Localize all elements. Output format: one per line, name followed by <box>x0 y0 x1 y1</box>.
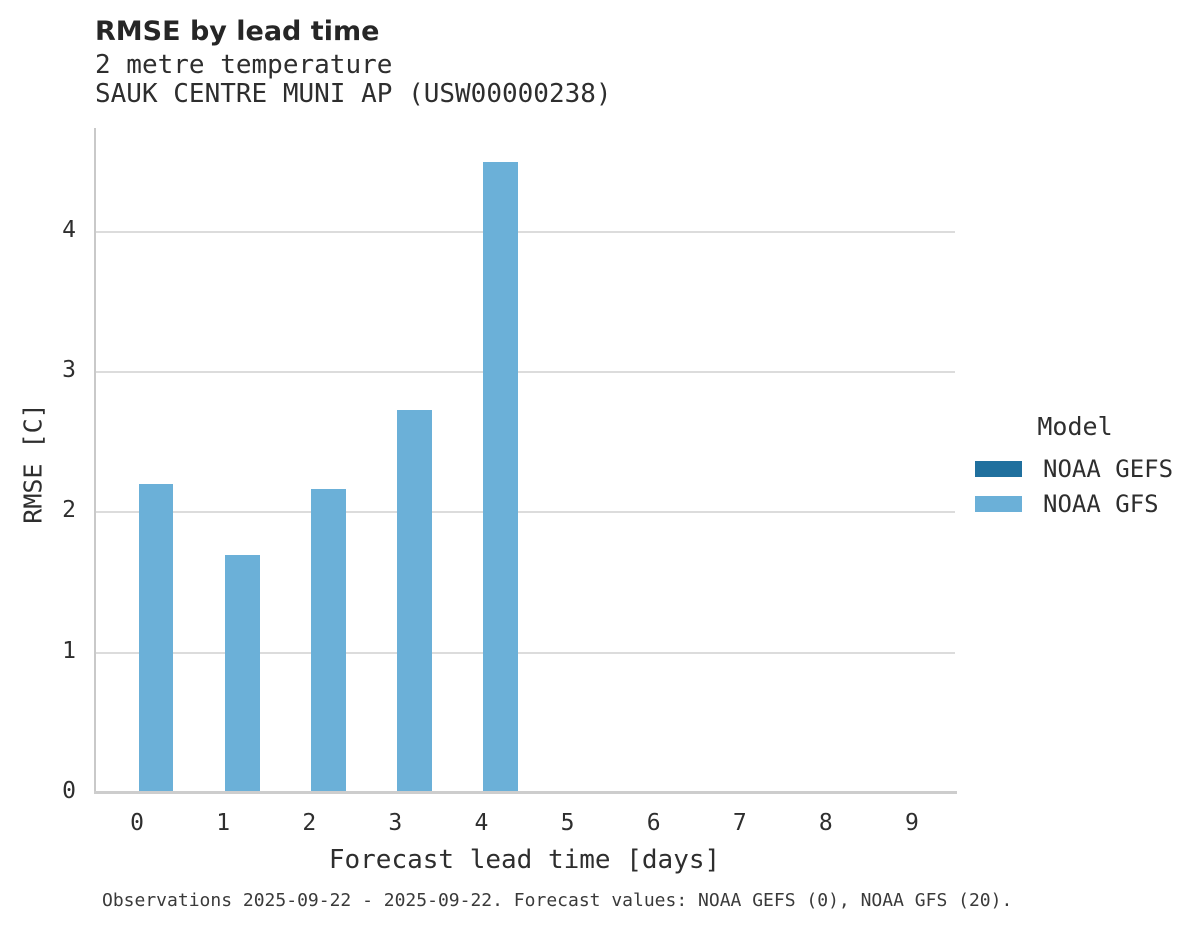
subtitle-variable: 2 metre temperature <box>95 50 393 80</box>
gridline <box>96 511 955 514</box>
legend-title: Model <box>1037 412 1113 441</box>
bar-noaa-gfs-lead2 <box>311 488 346 793</box>
x-tick-label: 9 <box>905 810 919 836</box>
legend-swatch-gfs-icon <box>975 495 1022 512</box>
y-tick-label: 1 <box>62 637 76 664</box>
bar-noaa-gfs-lead4 <box>483 161 518 793</box>
plot-area <box>94 128 955 793</box>
legend-swatch-gefs-icon <box>975 460 1022 477</box>
legend-entry-gfs: NOAA GFS <box>975 486 1185 521</box>
legend-entry-gefs: NOAA GEFS <box>975 451 1185 486</box>
x-tick-label: 6 <box>646 810 661 836</box>
x-axis-spine <box>94 791 957 794</box>
legend-label-gefs: NOAA GEFS <box>1043 454 1174 483</box>
x-axis-label: Forecast lead time [days] <box>328 845 721 875</box>
footer-caption: Observations 2025-09-22 - 2025-09-22. Fo… <box>102 890 1013 911</box>
y-tick-label: 3 <box>62 357 76 384</box>
chart-title: RMSE by lead time <box>95 16 380 47</box>
bar-noaa-gfs-lead3 <box>397 410 432 793</box>
bar-noaa-gfs-lead1 <box>225 554 260 793</box>
subtitle-station: SAUK CENTRE MUNI AP (USW00000238) <box>95 79 612 109</box>
x-tick-label: 0 <box>130 810 144 836</box>
y-tick-label: 0 <box>62 778 76 804</box>
chart-subtitle: 2 metre temperature SAUK CENTRE MUNI AP (… <box>95 51 612 109</box>
legend: Model NOAA GEFS NOAA GFS <box>975 412 1185 521</box>
x-tick-label: 2 <box>302 810 317 836</box>
x-tick-label: 7 <box>732 810 747 836</box>
x-tick-label: 8 <box>818 810 833 836</box>
bar-noaa-gfs-lead0 <box>139 484 174 793</box>
x-tick-label: 3 <box>388 810 403 836</box>
y-tick-label: 4 <box>62 216 76 243</box>
x-tick-label: 1 <box>216 810 231 836</box>
gridline <box>96 230 955 233</box>
y-tick-label: 2 <box>62 497 76 524</box>
gridline <box>96 651 955 654</box>
gridline <box>96 371 955 374</box>
x-tick-label: 5 <box>560 810 575 836</box>
x-tick-label: 4 <box>474 810 489 836</box>
legend-label-gfs: NOAA GFS <box>1043 489 1159 518</box>
